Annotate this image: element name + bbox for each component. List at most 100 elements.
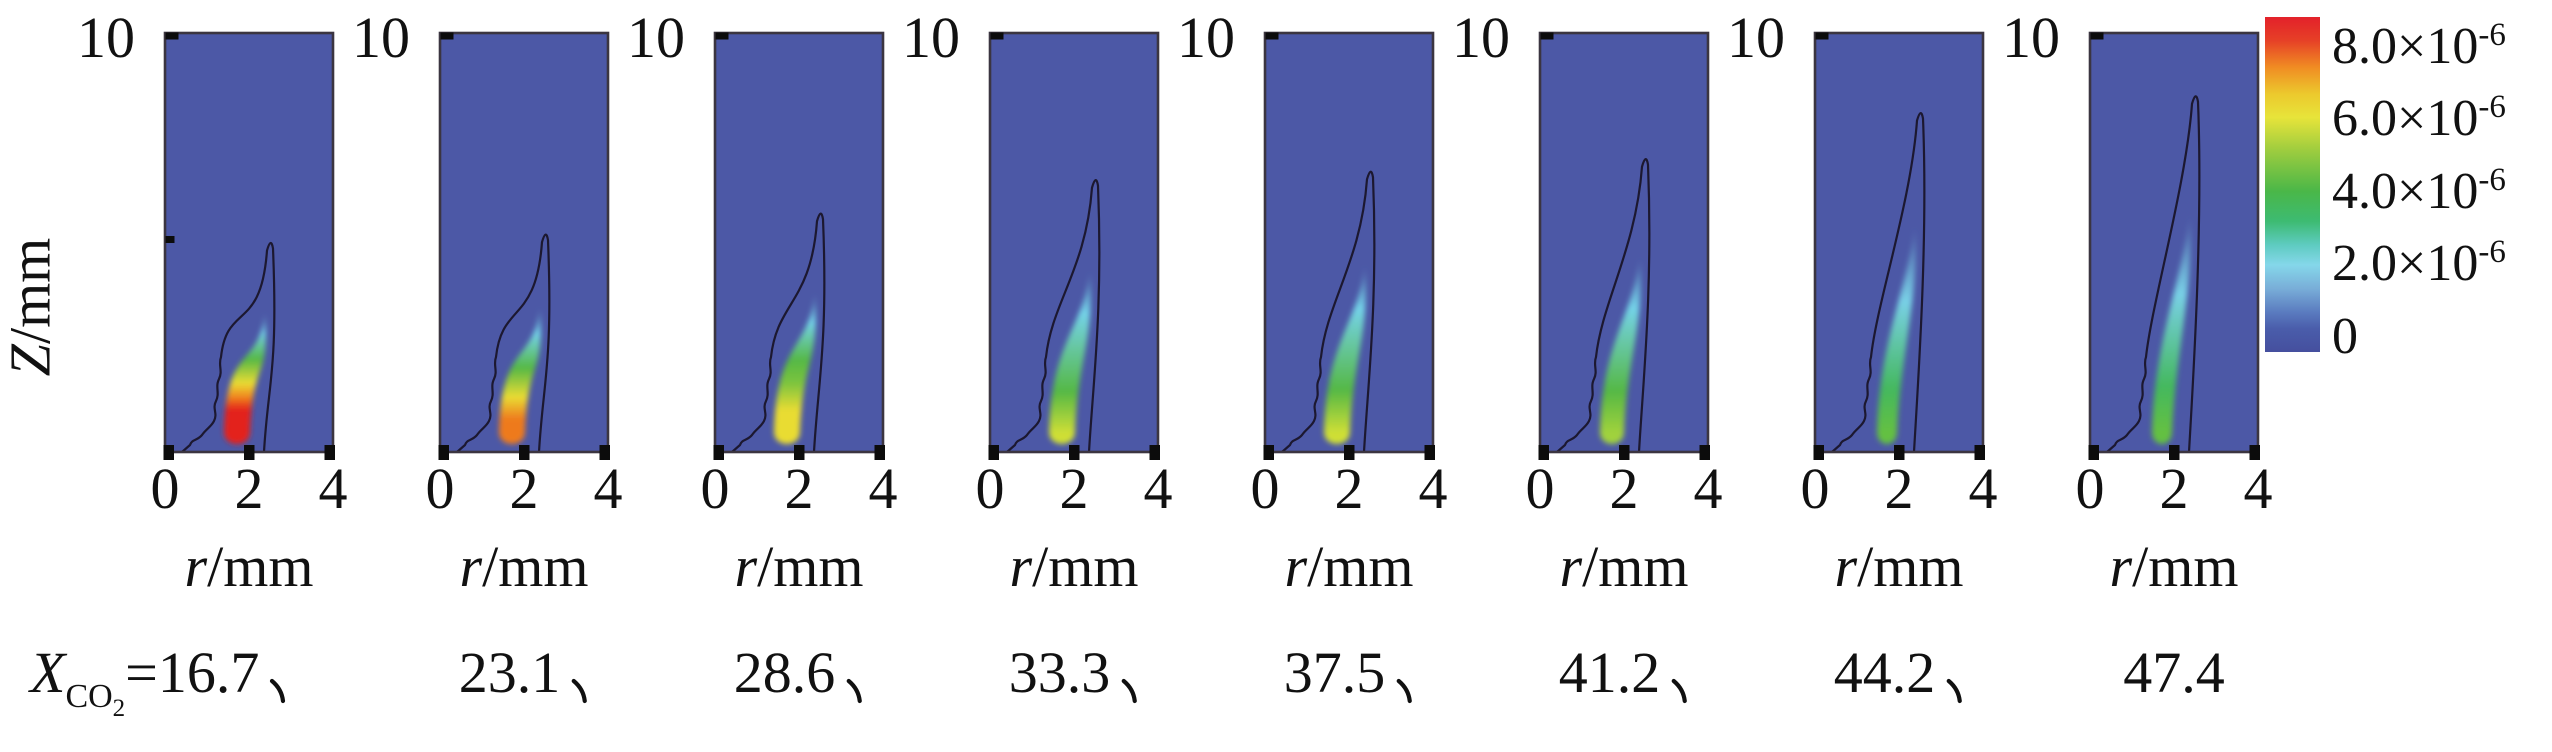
tick-bottom-0: [438, 445, 449, 460]
xco2-label-2: 23.1: [458, 640, 590, 705]
y-axis-label-symbol: Z: [0, 344, 63, 377]
x-tick-label: 4: [1143, 456, 1173, 521]
y-axis-top-tick-label: 10: [1177, 5, 1235, 70]
tick-bottom-4: [324, 445, 335, 460]
x-tick-label: 0: [150, 456, 180, 521]
y-axis-top-tick-label: 10: [902, 5, 960, 70]
colorbar-tick-label: 2.0×10-6: [2332, 235, 2506, 292]
soot-core-gradient: [774, 291, 816, 444]
colorbar-tick-exponent: -6: [2478, 234, 2506, 270]
contour-panel-2: [438, 31, 610, 460]
tick-bottom-4: [599, 445, 610, 460]
xco2-label-3: 28.6: [733, 640, 865, 705]
colorbar-tick-exponent: -6: [2478, 89, 2506, 125]
soot-core-gradient: [1324, 263, 1366, 444]
x-tick-label: 0: [2075, 456, 2105, 521]
y-axis-top-tick-label: 10: [77, 5, 135, 70]
xco2-label-1: X CO 2 = 16.7: [30, 640, 288, 721]
xco2-subscript-2: 2: [112, 695, 126, 722]
xco2-symbol: X: [30, 640, 66, 705]
x-axis-label-unit: /mm: [1582, 534, 1689, 599]
x-axis-label-symbol: r: [1284, 534, 1308, 599]
ideographic-comma-icon: [1946, 678, 1962, 704]
y-axis-label-unit: /mm: [0, 237, 63, 345]
soot-core-gradient: [2152, 213, 2191, 444]
tick-bottom-4: [874, 445, 885, 460]
x-tick-label: 4: [1968, 456, 1998, 521]
xco2-value: 41.2: [1558, 640, 1661, 705]
x-axis-label: r/mm: [1010, 538, 1139, 596]
xco2-value: 28.6: [733, 640, 836, 705]
x-axis-label: r/mm: [1285, 538, 1414, 596]
flame-contour-outline: [1556, 158, 1651, 453]
tick-top-left: [165, 32, 179, 40]
tick-bottom-0: [1813, 445, 1824, 460]
tick-top-left: [2090, 32, 2104, 40]
xco2-label-5: 37.5: [1284, 644, 1415, 704]
tick-bottom-2: [1894, 445, 1905, 460]
x-axis-label-symbol: r: [1559, 534, 1583, 599]
colorbar-tick-mantissa: 2.0×10: [2332, 235, 2479, 292]
x-tick-label: 0: [975, 456, 1005, 521]
colorbar-gradient: [2265, 17, 2320, 352]
x-axis-label-symbol: r: [459, 534, 483, 599]
y-axis-top-tick-label: 10: [1452, 5, 1510, 70]
x-tick-label: 4: [1693, 456, 1723, 521]
x-tick-label: 4: [593, 456, 623, 521]
x-tick-label: 0: [1800, 456, 1830, 521]
ideographic-comma-icon: [571, 678, 587, 704]
ideographic-comma-icon: [270, 678, 286, 704]
tick-top-left: [990, 32, 1004, 40]
x-axis-label-unit: /mm: [482, 534, 589, 599]
x-tick-label: 0: [425, 456, 455, 521]
tick-bottom-2: [244, 445, 255, 460]
contour-panel-7: [1813, 31, 1985, 460]
xco2-value: 23.1: [458, 640, 561, 705]
tick-mid-left: [165, 236, 175, 243]
flame-contour-outline: [1006, 179, 1101, 453]
tick-bottom-2: [519, 445, 530, 460]
contour-panel-5: [1263, 31, 1435, 460]
xco2-value: 16.7: [157, 640, 260, 705]
x-axis-label-unit: /mm: [1032, 534, 1139, 599]
x-tick-label: 2: [234, 456, 264, 521]
x-axis-label-symbol: r: [184, 534, 208, 599]
colorbar-tick-label: 0: [2332, 311, 2358, 363]
tick-bottom-0: [1538, 445, 1549, 460]
xco2-label-7: 44.2: [1833, 640, 1965, 705]
xco2-value: 44.2: [1833, 640, 1936, 705]
xco2-value: 47.4: [2123, 640, 2225, 705]
x-tick-label: 2: [509, 456, 539, 521]
colorbar-tick-mantissa: 4.0×10: [2332, 163, 2479, 220]
flame-contour-outline: [1831, 112, 1926, 453]
contour-panel-1: [163, 31, 335, 460]
soot-core-gradient: [224, 311, 266, 444]
colorbar-tick-label: 6.0×10-6: [2332, 91, 2506, 145]
tick-bottom-4: [1149, 445, 1160, 460]
x-axis-label-symbol: r: [734, 534, 758, 599]
xco2-subscript-co: CO: [65, 678, 113, 715]
colorbar-tick-exponent: -6: [2478, 17, 2506, 53]
ideographic-comma-icon: [846, 678, 862, 704]
tick-bottom-0: [163, 445, 174, 460]
tick-bottom-4: [1424, 445, 1435, 460]
tick-bottom-0: [2088, 445, 2099, 460]
x-axis-label: r/mm: [735, 538, 864, 596]
flame-contour-outline: [456, 233, 551, 453]
tick-bottom-4: [1699, 445, 1710, 460]
x-tick-label: 2: [1334, 456, 1364, 521]
x-tick-label: 4: [1418, 456, 1448, 521]
y-axis-top-tick-label: 10: [2002, 5, 2060, 70]
tick-top-left: [1265, 32, 1279, 40]
x-axis-label-unit: /mm: [207, 534, 314, 599]
y-axis-top-tick-label: 10: [1727, 5, 1785, 70]
x-axis-label-symbol: r: [1834, 534, 1858, 599]
x-tick-label: 4: [2243, 456, 2273, 521]
x-axis-label-unit: /mm: [757, 534, 864, 599]
flame-contour-outline: [731, 212, 826, 453]
tick-bottom-2: [2169, 445, 2180, 460]
